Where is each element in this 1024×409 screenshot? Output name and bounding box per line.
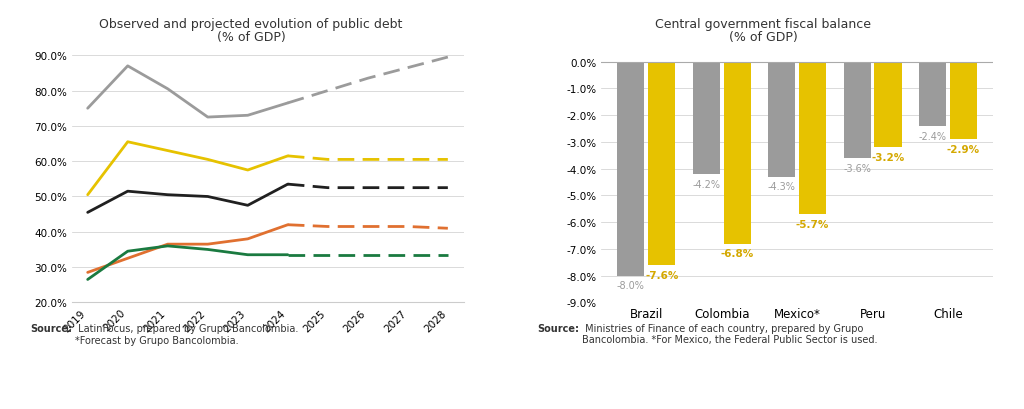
Text: -4.3%: -4.3% [768,182,796,192]
Text: -4.2%: -4.2% [692,179,720,189]
Bar [724,63,751,244]
Bar [617,63,644,276]
Bar [919,63,946,126]
Text: -2.9%: -2.9% [947,145,980,155]
Bar [693,63,720,175]
Text: Source:: Source: [31,323,73,333]
Text: -5.7%: -5.7% [796,219,829,229]
Bar [950,63,977,140]
Text: -8.0%: -8.0% [617,281,645,291]
Text: Central government fiscal balance: Central government fiscal balance [655,18,870,31]
Bar [648,63,676,265]
Text: Source:: Source: [538,323,580,333]
Text: -3.2%: -3.2% [871,153,904,163]
Text: -6.8%: -6.8% [721,249,754,259]
Text: LatinFocus, prepared by Grupo Bancolombia.
*Forecast by Grupo Bancolombia.: LatinFocus, prepared by Grupo Bancolombi… [75,323,298,345]
Text: (% of GDP): (% of GDP) [216,31,286,44]
Bar [768,63,796,177]
Bar [844,63,870,159]
Bar [799,63,826,215]
Text: -3.6%: -3.6% [843,163,871,173]
Text: -7.6%: -7.6% [645,270,679,280]
Text: Ministries of Finance of each country, prepared by Grupo
Bancolombia. *For Mexic: Ministries of Finance of each country, p… [582,323,878,345]
Bar [874,63,902,148]
Text: Observed and projected evolution of public debt: Observed and projected evolution of publ… [99,18,402,31]
Text: (% of GDP): (% of GDP) [728,31,798,44]
Text: -2.4%: -2.4% [919,131,946,141]
